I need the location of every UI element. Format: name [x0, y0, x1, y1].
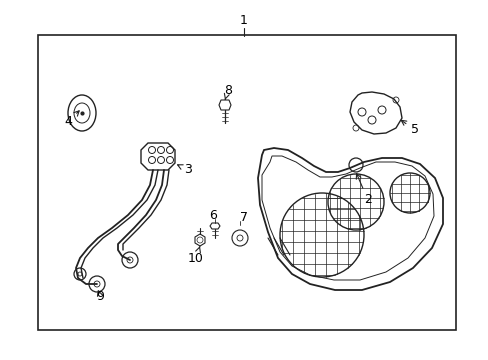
Text: 7: 7: [240, 211, 247, 225]
Bar: [38, 35, 455, 330]
Text: 1: 1: [240, 13, 247, 27]
Text: 2: 2: [356, 174, 371, 207]
Text: 5: 5: [401, 120, 418, 136]
Text: 10: 10: [188, 246, 203, 265]
Text: 9: 9: [96, 289, 104, 302]
Text: 4: 4: [64, 111, 79, 129]
Text: 3: 3: [177, 163, 192, 176]
Text: 8: 8: [224, 84, 231, 99]
Text: 6: 6: [209, 210, 217, 222]
